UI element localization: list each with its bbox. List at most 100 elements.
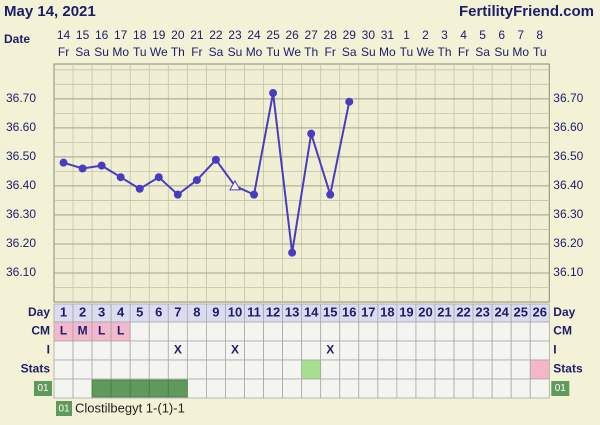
weekday: Su xyxy=(361,45,376,59)
med-cell xyxy=(53,378,74,399)
day-number: 1 xyxy=(60,304,67,319)
day-number: 25 xyxy=(513,304,527,319)
weekday: Sa xyxy=(209,45,224,59)
stats-cell xyxy=(396,359,417,380)
i-cell xyxy=(244,340,264,361)
temperature-point xyxy=(326,190,335,199)
cm-cell xyxy=(244,321,264,342)
i-cell xyxy=(301,340,322,361)
row-label-right: Day xyxy=(553,305,575,319)
med-code-left-box xyxy=(34,381,52,396)
y-tick-label-right: 36.30 xyxy=(553,207,583,221)
date-number: 23 xyxy=(228,28,242,42)
temperature-point xyxy=(135,184,144,193)
stats-cell xyxy=(167,359,188,380)
weekday: We xyxy=(283,45,301,59)
y-tick-label: 36.20 xyxy=(6,236,36,250)
i-cell xyxy=(396,340,417,361)
row-label-right: Stats xyxy=(553,362,583,376)
i-value: X xyxy=(231,343,239,357)
day-number: 2 xyxy=(79,304,86,319)
date-number: 4 xyxy=(460,28,467,42)
stats-cell xyxy=(205,359,226,380)
temperature-point xyxy=(154,173,163,182)
date-number: 17 xyxy=(114,28,128,42)
y-tick-label: 36.70 xyxy=(6,91,36,105)
temperature-point xyxy=(269,89,278,98)
stats-cell xyxy=(53,359,74,380)
med-cell xyxy=(186,378,207,399)
i-cell xyxy=(148,340,169,361)
cm-cell xyxy=(358,321,379,342)
i-cell xyxy=(434,340,455,361)
weekday: Th xyxy=(438,45,452,59)
weekday: Sa xyxy=(342,45,357,59)
site-name: FertilityFriend.com xyxy=(459,3,594,20)
medication-cell xyxy=(167,379,188,398)
temperature-point xyxy=(288,248,297,257)
y-tick-label-right: 36.20 xyxy=(553,236,583,250)
cm-cell xyxy=(263,321,283,342)
med-cell xyxy=(320,378,341,399)
i-cell xyxy=(491,340,512,361)
cm-cell xyxy=(434,321,455,342)
day-number: 15 xyxy=(323,304,337,319)
cm-cell xyxy=(320,321,341,342)
date-number: 31 xyxy=(381,28,395,42)
date-label: Date xyxy=(4,32,30,46)
day-number: 19 xyxy=(399,304,413,319)
med-cell xyxy=(244,378,264,399)
day-number: 8 xyxy=(193,304,200,319)
stats-cell xyxy=(244,359,264,380)
medication-cell xyxy=(110,379,131,398)
cm-cell xyxy=(205,321,226,342)
cm-cell xyxy=(472,321,493,342)
temperature-line xyxy=(63,92,351,253)
weekday: Mo xyxy=(379,45,396,59)
weekday: Su xyxy=(94,45,109,59)
date-number: 19 xyxy=(152,28,166,42)
stats-cell xyxy=(472,359,493,380)
stats-cell xyxy=(491,359,512,380)
cm-cell xyxy=(339,321,360,342)
temperature-point xyxy=(59,158,68,167)
cm-cell xyxy=(129,321,150,342)
day-number: 12 xyxy=(266,304,280,319)
med-cell xyxy=(377,378,398,399)
weekday: Fr xyxy=(191,45,202,59)
i-cell xyxy=(129,340,150,361)
day-number: 20 xyxy=(418,304,432,319)
weekday: Su xyxy=(494,45,509,59)
y-tick-label: 36.60 xyxy=(6,120,36,134)
stats-cell xyxy=(225,359,245,380)
legend-code: 01 xyxy=(58,404,70,415)
i-cell xyxy=(453,340,474,361)
day-number: 21 xyxy=(437,304,451,319)
cm-cell xyxy=(510,321,531,342)
y-tick-label-right: 36.70 xyxy=(553,91,583,105)
med-cell xyxy=(529,378,550,399)
i-cell xyxy=(529,340,550,361)
temperature-point xyxy=(192,176,201,185)
stats-cell xyxy=(148,359,169,380)
day-number: 26 xyxy=(533,304,547,319)
date-number: 22 xyxy=(209,28,223,42)
row-label: CM xyxy=(31,324,50,338)
cm-value: L xyxy=(98,324,105,338)
med-cell xyxy=(205,378,226,399)
cm-cell xyxy=(282,321,303,342)
cm-value: L xyxy=(117,324,124,338)
y-tick-label-right: 36.10 xyxy=(553,265,583,279)
weekday: Su xyxy=(228,45,243,59)
i-cell xyxy=(72,340,93,361)
medication-cell xyxy=(148,379,169,398)
stats-cell xyxy=(339,359,360,380)
cm-cell xyxy=(491,321,512,342)
med-cell xyxy=(453,378,474,399)
date-number: 2 xyxy=(422,28,429,42)
cm-value: M xyxy=(78,324,88,338)
weekday: Fr xyxy=(458,45,469,59)
y-tick-label-right: 36.60 xyxy=(553,120,583,134)
temperature-point xyxy=(307,129,316,138)
